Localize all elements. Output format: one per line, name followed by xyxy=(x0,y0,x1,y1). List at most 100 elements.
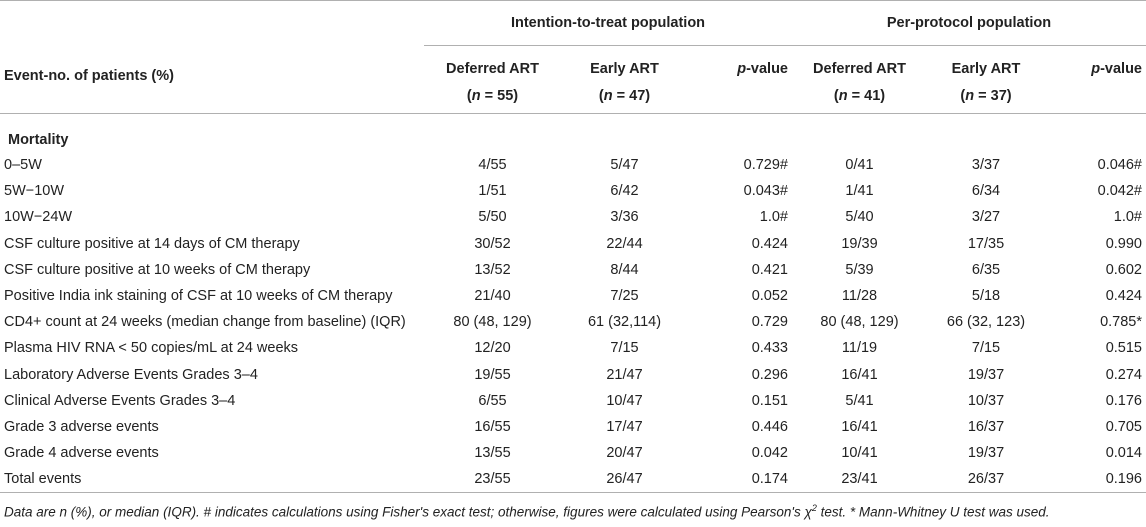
itt-pvalue-cell: 0.433 xyxy=(751,340,788,357)
itt-early-cell: 61 (32,114) xyxy=(587,314,662,331)
itt-early-cell: 10/47 xyxy=(606,392,643,409)
itt-deferred-cell: 4/55 xyxy=(478,157,507,174)
itt-early-cell: 26/47 xyxy=(561,466,688,494)
pp-group-header: Per-protocol population xyxy=(792,1,1146,46)
table-row: CSF culture positive at 14 days of CM th… xyxy=(0,231,1146,257)
pp-pvalue-cell: 0.046# xyxy=(1097,157,1142,174)
pp-deferred-cell: 5/39 xyxy=(845,261,874,278)
itt-pvalue-cell: 0.052 xyxy=(751,288,788,305)
row-label: Laboratory Adverse Events Grades 3–4 xyxy=(4,366,258,383)
itt-deferred-cell: 5/50 xyxy=(478,209,507,226)
itt-pvalue-cell: 1.0# xyxy=(759,209,788,226)
itt-deferred-cell: 1/51 xyxy=(478,183,507,200)
pp-pvalue-cell: 0.602 xyxy=(1105,261,1142,278)
pp-deferred-cell: 1/41 xyxy=(845,183,874,200)
itt-pvalue-cell: 0.421 xyxy=(751,261,788,278)
itt-deferred-cell: 21/40 xyxy=(474,288,511,305)
row-label: Clinical Adverse Events Grades 3–4 xyxy=(4,392,236,409)
itt-early-cell: 6/42 xyxy=(610,183,639,200)
itt-early-cell: 8/44 xyxy=(610,261,639,278)
pp-deferred-cell: 11/28 xyxy=(841,288,878,305)
footnote: Data are n (%), or median (IQR). # indic… xyxy=(4,503,1050,520)
pp-early-cell: 26/37 xyxy=(927,466,1045,494)
row-label: 0–5W xyxy=(4,157,42,174)
itt-deferred-cell: 30/52 xyxy=(474,235,511,252)
table-row: 0–5W 4/55 5/47 0.729# 0/41 3/37 0.046# xyxy=(0,152,1146,178)
row-label: Grade 4 adverse events xyxy=(4,445,159,462)
pp-early-cell: 10/37 xyxy=(967,392,1005,409)
pp-early-cell: 3/37 xyxy=(971,157,1001,174)
itt-early-cell: 7/25 xyxy=(610,288,639,305)
row-label: 5W−10W xyxy=(4,183,65,200)
section-mortality: Mortality xyxy=(8,132,69,148)
itt-pvalue-cell: 0.446 xyxy=(751,418,788,435)
table-row: Clinical Adverse Events Grades 3–4 6/55 10… xyxy=(0,388,1146,414)
itt-pvalue-cell: 0.151 xyxy=(751,392,788,409)
pp-pvalue-cell: 0.014 xyxy=(1105,445,1142,462)
row-label: Plasma HIV RNA < 50 copies/mL at 24 week… xyxy=(4,340,299,357)
row-label: CSF culture positive at 10 weeks of CM t… xyxy=(4,261,311,278)
results-table: Event-no. of patients (%) Intention-to-t… xyxy=(0,0,1146,494)
pp-pvalue-cell: 0.042# xyxy=(1097,183,1142,200)
itt-early-cell: 5/47 xyxy=(610,157,639,174)
pp-pvalue-cell: 0.515 xyxy=(1105,340,1142,357)
table-row: 5W−10W 1/51 6/42 0.043# 1/41 6/34 0.042# xyxy=(0,178,1146,204)
row-label: Grade 3 adverse events xyxy=(4,418,159,435)
row-label: Positive India ink staining of CSF at 10… xyxy=(4,288,393,305)
table-row: Grade 3 adverse events 16/55 17/47 0.446 16/… xyxy=(0,414,1146,440)
pp-pvalue-cell: 0.705 xyxy=(1105,418,1142,435)
pp-early-cell: 17/35 xyxy=(967,235,1005,252)
itt-pvalue-cell: 0.424 xyxy=(751,235,788,252)
pp-pvalue-cell: 0.785* xyxy=(1100,314,1142,331)
pp-deferred-cell: 19/39 xyxy=(841,235,878,252)
itt-early-cell: 20/47 xyxy=(606,445,643,462)
itt-pvalue-cell: 0.174 xyxy=(688,466,792,494)
table-row: Plasma HIV RNA < 50 copies/mL at 24 week… xyxy=(0,335,1146,361)
pp-pvalue-cell: 0.424 xyxy=(1105,288,1142,305)
itt-early-header: Early ART (n = 47) xyxy=(590,61,659,104)
table-row: Total events 23/55 26/47 0.174 23/41 26/37 0.1… xyxy=(0,466,1146,494)
table-body: 0–5W 4/55 5/47 0.729# 0/41 3/37 0.046# 5W−10W 1/… xyxy=(0,152,1146,494)
row-label: Total events xyxy=(0,466,424,494)
itt-deferred-cell: 16/55 xyxy=(474,418,511,435)
pp-early-cell: 19/37 xyxy=(967,445,1005,462)
itt-early-cell: 3/36 xyxy=(610,209,639,226)
itt-pvalue-cell: 0.296 xyxy=(751,366,788,383)
itt-pvalue-cell: 0.729# xyxy=(743,157,788,174)
pp-deferred-cell: 16/41 xyxy=(841,366,878,383)
pp-pvalue-cell: 0.990 xyxy=(1105,235,1142,252)
pp-early-cell: 5/18 xyxy=(971,288,1001,305)
itt-early-cell: 17/47 xyxy=(606,418,643,435)
pp-pvalue-cell: 0.196 xyxy=(1045,466,1146,494)
pp-early-cell: 16/37 xyxy=(967,418,1005,435)
table-row: Grade 4 adverse events 13/55 20/47 0.042 10/… xyxy=(0,440,1146,466)
pp-deferred-cell: 10/41 xyxy=(841,445,878,462)
row-label-header: Event-no. of patients (%) xyxy=(4,67,174,84)
pp-pvalue-header: p-value xyxy=(1091,61,1142,77)
pp-early-cell: 19/37 xyxy=(967,366,1005,383)
itt-group-header: Intention-to-treat population xyxy=(424,1,792,46)
row-label: CSF culture positive at 14 days of CM th… xyxy=(4,235,300,252)
pp-early-cell: 6/35 xyxy=(971,261,1001,278)
pp-early-cell: 3/27 xyxy=(971,209,1001,226)
pp-deferred-cell: 80 (48, 129) xyxy=(820,314,899,331)
pp-pvalue-cell: 0.274 xyxy=(1105,366,1142,383)
itt-early-cell: 21/47 xyxy=(606,366,643,383)
table-row: 10W−24W 5/50 3/36 1.0# 5/40 3/27 1.0# xyxy=(0,204,1146,230)
itt-deferred-cell: 80 (48, 129) xyxy=(453,314,532,331)
pp-deferred-header: Deferred ART (n = 41) xyxy=(813,61,906,104)
pp-pvalue-cell: 1.0# xyxy=(1113,209,1142,226)
pp-early-cell: 6/34 xyxy=(971,183,1001,200)
pp-deferred-cell: 5/40 xyxy=(845,209,874,226)
pp-deferred-cell: 0/41 xyxy=(845,157,874,174)
pp-early-cell: 66 (32, 123) xyxy=(946,314,1026,331)
table-row: Laboratory Adverse Events Grades 3–4 19/5… xyxy=(0,362,1146,388)
itt-deferred-cell: 19/55 xyxy=(474,366,511,383)
pp-deferred-cell: 5/41 xyxy=(845,392,874,409)
itt-pvalue-cell: 0.729 xyxy=(751,314,788,331)
itt-deferred-header: Deferred ART (n = 55) xyxy=(446,61,539,104)
pp-deferred-cell: 23/41 xyxy=(792,466,927,494)
table-row: Positive India ink staining of CSF at 10… xyxy=(0,283,1146,309)
pp-early-cell: 7/15 xyxy=(971,340,1001,357)
pp-deferred-cell: 11/19 xyxy=(841,340,878,357)
